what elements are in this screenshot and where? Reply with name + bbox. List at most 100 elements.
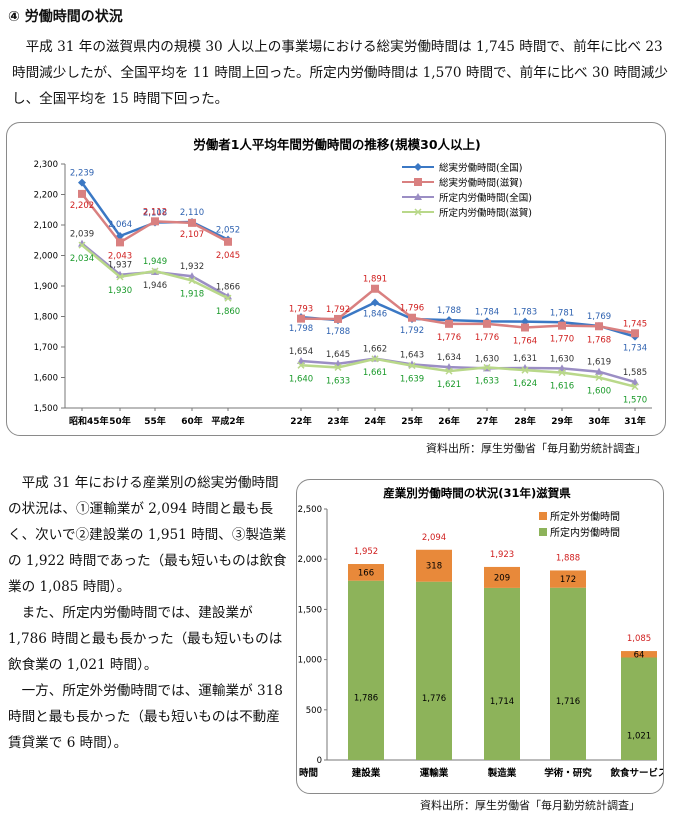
data-point [78,178,86,187]
data-label: 1,793 [289,305,313,315]
data-label: 2,043 [108,251,132,261]
data-label: 2,034 [70,254,94,264]
body-paragraph-1: 平成 31 年における産業別の総実労働時間の状況は、①運輸業が 2,094 時間… [8,475,287,595]
x-tick-label: 29年 [551,415,573,427]
legend-marker [414,163,422,171]
y-tick-label: 1,500 [298,605,322,615]
data-label: 1,662 [363,345,387,355]
y-tick-label: 2,000 [34,252,58,262]
data-label: 1,643 [400,350,424,360]
data-label: 1,930 [108,286,132,296]
y-tick-label: 1,800 [34,313,58,323]
data-point [631,383,639,391]
y-tick-label: 1,900 [34,282,58,292]
bar-overtime [348,564,384,581]
bar-regular [348,580,384,760]
y-tick-label: 500 [306,706,322,716]
data-label: 1,788 [326,327,350,337]
series-line-3 [300,357,636,388]
x-tick-label: 31年 [624,415,646,427]
data-point [188,276,196,285]
data-label: 2,112 [143,207,167,217]
data-point [224,294,232,302]
data-point [371,298,379,307]
x-tick-label: 平成2年 [211,415,244,427]
bar-label-regular: 1,786 [354,693,378,703]
line-chart-panel: 労働者1人平均年間労働時間の推移(規模30人以上) 1,500 1,600 1,700… [6,122,666,436]
data-label: 2,039 [70,230,94,240]
bar-overtime [621,651,657,658]
data-point [371,284,379,293]
legend-marker [414,178,422,186]
x-tick-label: 建設業 [351,767,381,779]
x-tick-label: 製造業 [487,767,517,779]
data-point [78,189,86,198]
bar-overtime [484,566,520,588]
y-tick-label: 1,600 [34,374,58,384]
bar-regular [416,581,452,760]
x-tick-label: 60年 [181,415,203,427]
data-label: 1,661 [363,368,387,378]
x-tick-label: 24年 [364,415,386,427]
series-line-2 [300,357,636,384]
bar-label-overtime: 209 [494,573,510,583]
data-label: 1,792 [400,326,424,336]
data-label: 1,776 [437,333,461,343]
data-label: 1,769 [587,312,611,322]
data-label: 2,110 [180,208,204,218]
x-axis-prefix: 時間 [299,767,318,779]
bar-label-regular: 1,714 [490,697,514,707]
legend-label: 総実労働時間(滋賀) [439,177,522,189]
data-label: 1,776 [475,333,499,343]
data-label: 2,052 [216,226,240,236]
bar-label-regular: 1,776 [422,694,446,704]
x-tick-label: 27年 [476,415,498,427]
data-label: 1,570 [623,396,647,406]
legend-label: 所定内労働時間(滋賀) [439,207,532,219]
data-point [297,314,305,323]
y-tick-label: 0 [317,756,322,766]
data-label: 1,946 [143,281,167,291]
legend-label: 所定内労働時間(全国) [439,192,532,204]
legend-marker [414,208,422,216]
bar-label-overtime: 64 [634,650,645,660]
data-label: 1,585 [623,368,647,378]
data-point [483,363,491,371]
data-label: 1,792 [326,305,350,315]
x-tick-label: 23年 [327,415,349,427]
data-label: 1,630 [550,354,574,364]
data-label: 2,064 [108,220,132,230]
data-label: 1,918 [180,290,204,300]
legend-marker [414,193,422,200]
data-label: 1,634 [437,353,461,363]
bar-total-label: 2,094 [422,533,446,543]
data-point [224,237,232,246]
data-label: 1,630 [475,354,499,364]
data-point [595,373,603,382]
data-point [116,273,124,281]
bar-regular [621,657,657,760]
data-label: 1,866 [216,282,240,292]
y-tick-label: 2,500 [298,505,322,515]
x-tick-label: 昭和45年 [69,415,109,427]
data-point [483,319,491,328]
data-point [297,361,305,369]
data-label: 2,107 [180,230,204,240]
data-label: 2,202 [70,201,94,211]
data-point [445,319,453,328]
data-label: 1,640 [289,374,313,384]
x-tick-label: 55年 [144,415,166,427]
data-label: 1,764 [513,336,537,346]
source-note-1: 資料出所：厚生労働省「毎月勤労統計調査」 [426,442,646,455]
x-tick-label: 28年 [514,415,536,427]
data-label: 1,624 [513,379,537,389]
y-tick-label: 2,300 [34,160,58,170]
body-paragraph-3: 一方、所定外労働時間では、運輸業が 318 時間と最も長かった（最も短いものは不… [8,683,283,751]
data-label: 1,633 [475,376,499,386]
data-point [116,238,124,247]
data-label: 1,619 [587,358,611,368]
x-tick-label: 50年 [109,415,131,427]
y-tick-label: 1,700 [34,343,58,353]
data-label: 1,631 [513,354,537,364]
data-point [371,355,379,363]
